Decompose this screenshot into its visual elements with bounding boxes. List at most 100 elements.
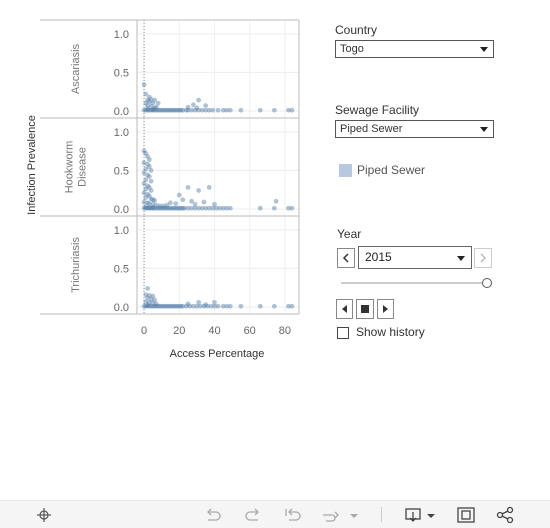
play-forward-button[interactable]: [377, 299, 394, 319]
data-point: [210, 205, 216, 211]
data-point: [176, 205, 182, 211]
x-tick-label: 20: [173, 325, 185, 337]
data-point: [145, 161, 150, 167]
data-point: [145, 295, 150, 301]
pause-dropdown-icon[interactable]: [349, 506, 359, 524]
undo-icon[interactable]: [203, 506, 223, 524]
data-point: [141, 107, 147, 113]
data-point: [212, 303, 217, 309]
fullscreen-icon[interactable]: [456, 506, 476, 524]
share-icon[interactable]: [496, 506, 516, 524]
data-point: [161, 203, 166, 209]
data-point: [141, 199, 147, 205]
refresh-icon[interactable]: [320, 506, 342, 524]
data-point: [152, 198, 158, 203]
chevron-down-icon: [457, 256, 465, 261]
data-point: [150, 205, 156, 211]
row-label-line: Trichuriasis: [70, 237, 82, 293]
data-point: [145, 302, 150, 308]
data-point: [157, 303, 163, 309]
data-point: [215, 107, 221, 113]
data-point: [220, 107, 226, 113]
chevron-down-icon: [480, 47, 488, 52]
data-point: [192, 201, 198, 207]
data-point: [143, 177, 149, 183]
stop-button[interactable]: [356, 299, 374, 319]
data-point: [175, 107, 180, 113]
data-point: [199, 205, 205, 211]
data-point: [173, 107, 179, 113]
data-point: [183, 303, 189, 309]
show-history-label[interactable]: Show history: [356, 325, 425, 339]
data-point: [194, 303, 200, 309]
data-point: [201, 303, 207, 309]
data-point: [178, 107, 184, 113]
year-select[interactable]: 2015: [358, 246, 472, 269]
year-next-button[interactable]: [474, 248, 492, 268]
data-point: [257, 303, 263, 309]
data-point: [145, 107, 150, 113]
data-point: [210, 107, 216, 113]
data-point: [178, 205, 184, 211]
data-point: [185, 301, 191, 307]
data-point: [150, 205, 156, 210]
data-point: [146, 164, 152, 169]
year-label: Year: [337, 227, 362, 241]
data-point: [190, 102, 196, 108]
data-point: [196, 107, 202, 113]
data-point: [152, 297, 158, 303]
data-point: [203, 205, 209, 211]
data-point: [148, 107, 154, 113]
data-point: [238, 107, 244, 113]
data-point: [180, 107, 186, 113]
data-point: [164, 202, 170, 208]
data-point: [152, 105, 158, 111]
country-dropdown[interactable]: Togo: [335, 40, 494, 58]
data-point: [157, 205, 163, 211]
data-point: [168, 200, 173, 206]
data-point: [143, 151, 149, 156]
data-point: [161, 107, 166, 113]
download-icon[interactable]: [404, 506, 436, 524]
data-point: [212, 201, 217, 207]
data-point: [176, 192, 182, 198]
data-point: [146, 205, 152, 211]
data-point: [141, 181, 147, 186]
data-point: [168, 107, 173, 113]
data-point: [145, 200, 150, 206]
x-tick-label: 80: [279, 325, 291, 337]
data-point: [220, 205, 226, 211]
data-point: [150, 201, 156, 207]
data-point: [143, 299, 149, 304]
move-icon[interactable]: [35, 506, 53, 524]
x-tick-label: 40: [208, 325, 220, 337]
data-point: [257, 205, 263, 211]
year-slider-track[interactable]: [341, 282, 487, 284]
data-point: [178, 303, 184, 309]
data-point: [141, 160, 147, 166]
play-backward-button[interactable]: [336, 299, 353, 319]
sewage-facility-dropdown[interactable]: Piped Sewer: [335, 120, 494, 138]
data-point: [153, 107, 159, 113]
toolbar-separator: [381, 507, 382, 522]
year-previous-button[interactable]: [337, 248, 355, 268]
show-history-checkbox[interactable]: [337, 327, 349, 339]
data-point: [146, 193, 152, 199]
data-point: [148, 188, 154, 193]
row-label-line: Hookworm: [64, 141, 76, 194]
redo-icon[interactable]: [243, 506, 263, 524]
legend-swatch[interactable]: [339, 164, 352, 177]
data-point: [145, 286, 150, 291]
data-point: [162, 205, 168, 211]
data-point: [159, 107, 165, 113]
data-point: [159, 303, 165, 309]
revert-icon[interactable]: [283, 506, 303, 524]
data-point: [185, 104, 191, 110]
data-point: [206, 185, 212, 190]
data-point: [203, 107, 209, 113]
country-label: Country: [335, 23, 378, 37]
year-slider-thumb[interactable]: [482, 278, 492, 288]
data-point: [153, 303, 159, 309]
data-point: [271, 303, 277, 309]
legend-item-label[interactable]: Piped Sewer: [357, 163, 426, 177]
